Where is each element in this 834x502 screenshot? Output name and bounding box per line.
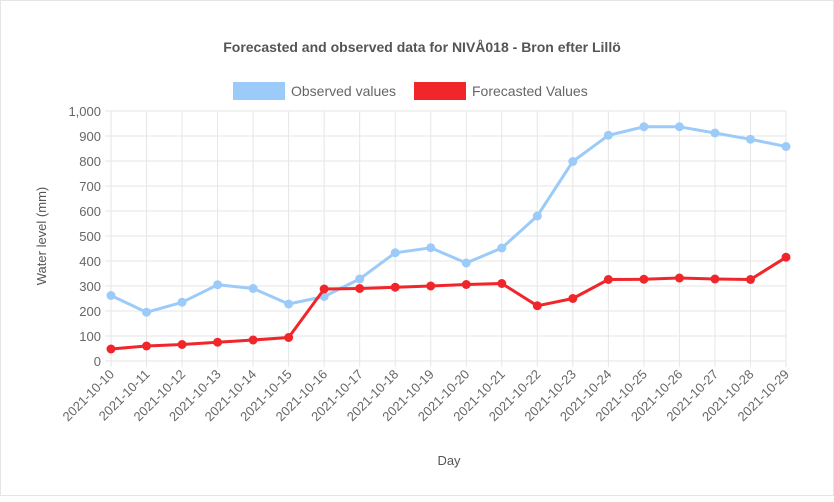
data-point[interactable] (177, 297, 187, 307)
data-point[interactable] (213, 280, 223, 290)
data-point[interactable] (568, 294, 578, 303)
data-point[interactable] (319, 284, 329, 294)
data-point[interactable] (745, 134, 755, 144)
data-point[interactable] (106, 291, 116, 300)
y-tick-label: 1,000 (68, 104, 101, 119)
data-point[interactable] (603, 130, 613, 140)
data-point[interactable] (568, 157, 578, 166)
data-point[interactable] (248, 284, 258, 293)
y-tick-label: 100 (79, 329, 101, 344)
y-tick-label: 900 (79, 129, 101, 144)
data-point[interactable] (461, 280, 471, 289)
data-point[interactable] (603, 275, 613, 284)
data-point[interactable] (674, 273, 684, 283)
data-point[interactable] (355, 284, 365, 293)
data-point[interactable] (710, 274, 720, 284)
data-point[interactable] (781, 142, 791, 151)
data-point[interactable] (248, 335, 258, 345)
legend-label: Forecasted Values (472, 83, 588, 99)
data-point[interactable] (426, 243, 436, 253)
legend-swatch (414, 82, 466, 100)
data-point[interactable] (461, 258, 471, 268)
series-line (110, 256, 787, 351)
y-tick-label: 800 (79, 154, 101, 169)
series-layer (106, 122, 791, 354)
data-point[interactable] (142, 307, 152, 317)
series (106, 122, 791, 317)
data-point[interactable] (390, 282, 400, 292)
y-tick-label: 600 (79, 204, 101, 219)
data-point[interactable] (106, 344, 116, 354)
data-point[interactable] (639, 274, 649, 284)
data-point[interactable] (426, 281, 436, 291)
chart-title: Forecasted and observed data for NIVÅ018… (223, 39, 621, 55)
data-point[interactable] (390, 248, 400, 258)
data-point[interactable] (532, 211, 542, 221)
data-point[interactable] (177, 340, 187, 349)
y-axis-ticks: 0 100 200 300 400 500 600 700 800 900 1,000 (68, 104, 101, 369)
legend-label: Observed values (291, 83, 396, 99)
data-point[interactable] (497, 243, 507, 253)
y-axis-label: Water level (mm) (34, 187, 49, 285)
legend-item[interactable]: Observed values (233, 82, 396, 100)
data-point[interactable] (284, 333, 294, 342)
y-tick-label: 300 (79, 279, 101, 294)
y-tick-label: 700 (79, 179, 101, 194)
x-axis-label: Day (437, 453, 461, 468)
x-axis-ticks: 2021-10-102021-10-112021-10-122021-10-13… (59, 367, 792, 425)
data-point[interactable] (142, 341, 152, 351)
legend-swatch (233, 82, 285, 100)
y-tick-label: 400 (79, 254, 101, 269)
grid-lines (105, 110, 787, 367)
data-point[interactable] (497, 279, 507, 288)
data-point[interactable] (710, 128, 720, 138)
y-tick-label: 0 (94, 354, 101, 369)
series (106, 252, 791, 354)
data-point[interactable] (532, 301, 542, 311)
data-point[interactable] (639, 122, 649, 132)
data-point[interactable] (284, 299, 294, 309)
legend: Observed values Forecasted Values (233, 82, 588, 100)
legend-item[interactable]: Forecasted Values (414, 82, 588, 100)
data-point[interactable] (781, 252, 791, 262)
y-tick-label: 200 (79, 304, 101, 319)
data-point[interactable] (355, 274, 365, 284)
y-tick-label: 500 (79, 229, 101, 244)
data-point[interactable] (745, 275, 755, 284)
series-line (110, 125, 787, 314)
data-point[interactable] (213, 337, 223, 347)
data-point[interactable] (674, 122, 684, 132)
